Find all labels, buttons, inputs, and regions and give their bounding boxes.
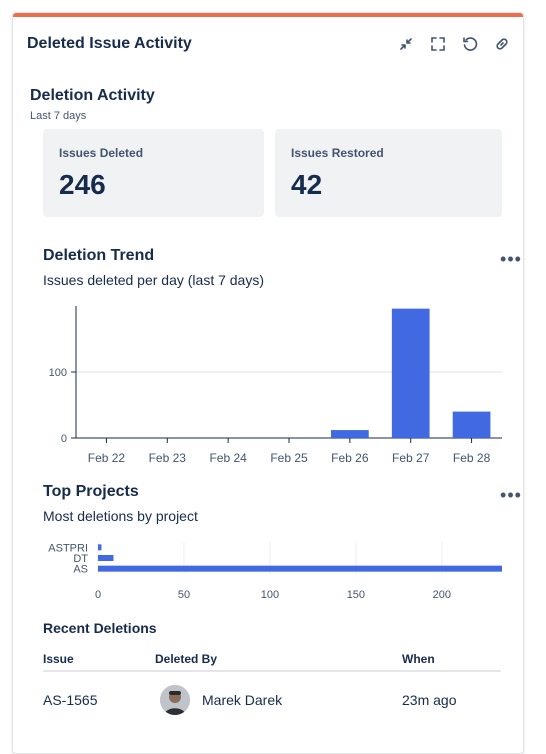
deletion-trend-subtitle: Issues deleted per day (last 7 days) — [43, 272, 265, 288]
x-tick-label: Feb 23 — [149, 451, 187, 465]
stat-card-restored: Issues Restored 42 — [275, 129, 502, 217]
fullscreen-icon[interactable] — [429, 35, 447, 53]
x-tick-label: Feb 28 — [453, 451, 491, 465]
y-tick-label: 0 — [61, 433, 67, 445]
bar-astpri — [98, 544, 102, 551]
stat-card-deleted: Issues Deleted 246 — [43, 129, 264, 217]
deletion-trend-chart: 0 100 Feb 22 Feb 23 Feb 24 Feb 25 Feb 26 Feb 27… — [49, 306, 502, 465]
deletion-activity-heading: Deletion Activity — [30, 87, 155, 104]
x-tick-label: Feb 24 — [209, 451, 247, 465]
x-tick-label: Feb 27 — [392, 451, 430, 465]
column-header-deleted-by[interactable]: Deleted By — [155, 652, 218, 666]
x-tick-label: Feb 22 — [88, 451, 126, 465]
stat-value: 42 — [291, 169, 323, 200]
trend-more-button[interactable]: ••• — [500, 249, 522, 269]
refresh-icon[interactable] — [461, 35, 479, 53]
avatar — [160, 685, 190, 715]
y-tick-label: ASTPRI — [48, 542, 88, 554]
date-range-label: Last 7 days — [30, 110, 87, 122]
issue-key-link[interactable]: AS-1565 — [43, 692, 98, 708]
projects-more-button[interactable]: ••• — [500, 485, 522, 505]
bar-feb-26 — [330, 430, 369, 438]
bar-feb-28 — [452, 411, 491, 438]
bar-feb-27 — [391, 308, 430, 438]
top-projects-subtitle: Most deletions by project — [43, 508, 198, 524]
deleted-when: 23m ago — [402, 692, 457, 708]
x-tick-label: Feb 26 — [331, 451, 369, 465]
y-tick-label: 100 — [49, 367, 67, 379]
x-tick-label: Feb 25 — [270, 451, 308, 465]
table-header-divider — [43, 670, 501, 672]
x-tick-label: 100 — [261, 589, 279, 601]
panel-title: Deleted Issue Activity — [27, 35, 192, 52]
x-tick-label: 50 — [178, 589, 190, 601]
minimize-icon[interactable] — [397, 35, 415, 53]
link-icon[interactable] — [493, 35, 511, 53]
stat-label: Issues Restored — [291, 146, 384, 160]
bar-as — [98, 565, 502, 572]
stat-value: 246 — [59, 169, 106, 200]
bar-dt — [98, 555, 114, 561]
stat-label: Issues Deleted — [59, 146, 144, 160]
deletion-trend-heading: Deletion Trend — [43, 247, 155, 264]
x-tick-label: 200 — [433, 589, 451, 601]
x-tick-label: 150 — [347, 589, 365, 601]
top-projects-heading: Top Projects — [43, 483, 139, 500]
user-name: Marek Darek — [202, 692, 283, 708]
x-tick-label: 0 — [95, 589, 101, 601]
y-tick-label: DT — [73, 553, 88, 565]
y-tick-label: AS — [73, 564, 88, 576]
panel-accent-bar — [13, 13, 523, 17]
recent-deletions-heading: Recent Deletions — [43, 620, 157, 636]
column-header-when[interactable]: When — [402, 652, 435, 666]
column-header-issue[interactable]: Issue — [43, 652, 74, 666]
